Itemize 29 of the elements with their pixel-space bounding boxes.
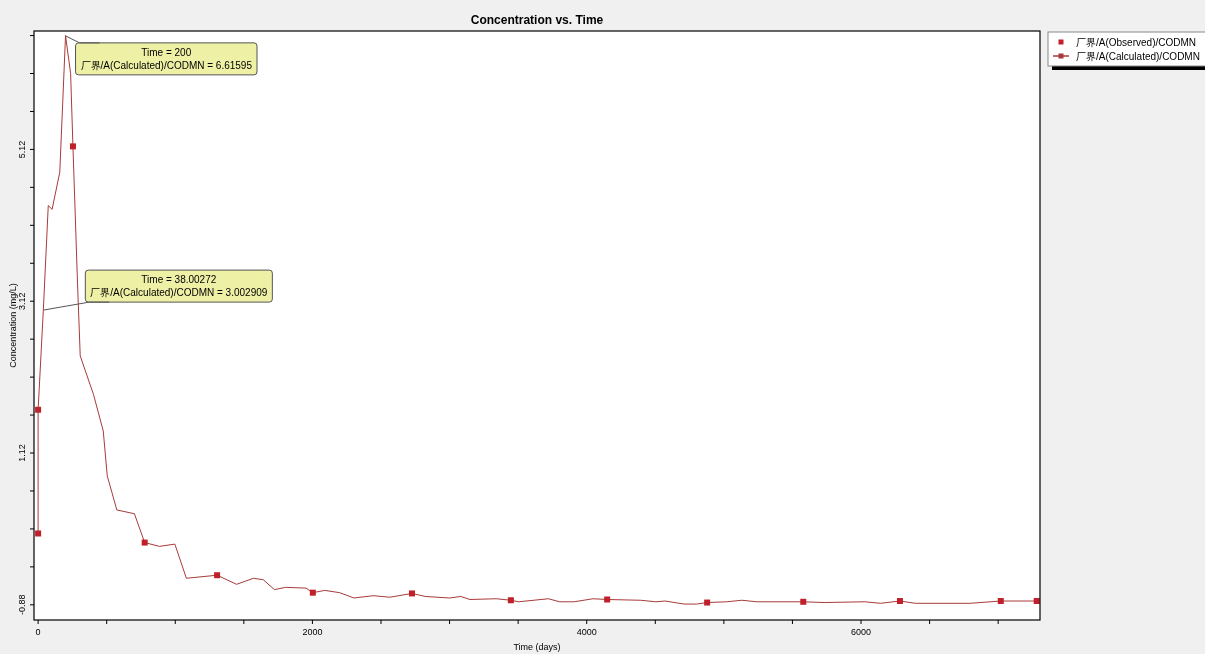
picture-callout: Time = 38.00272 厂界/A(Calculated)/CODMN = 3.002909	[42, 269, 273, 311]
y-tick-label: 3.12	[17, 292, 27, 310]
legend-label: 厂界/A(Observed)/CODMN	[1076, 37, 1197, 48]
x-axis-title: Time (days)	[513, 642, 561, 652]
picture-callout: Time = 200 厂界/A(Calculated)/CODMN = 6.61595	[65, 35, 258, 76]
point	[800, 598, 807, 605]
y-axis-title: Concentration (mg/L)	[8, 283, 18, 368]
x-tick-label: 0	[35, 627, 41, 637]
y-tick-label: 5.12	[17, 140, 27, 159]
point	[141, 539, 148, 546]
x-tick-label: 2000	[302, 627, 323, 637]
point	[896, 598, 903, 605]
chart-title: Concentration vs. Time	[470, 13, 604, 27]
point	[214, 572, 221, 579]
point	[35, 530, 42, 537]
annotation: Time = 38.00272 厂界/A(Calculated)/CODMN = 3.002909	[90, 274, 268, 299]
point	[604, 596, 611, 603]
legend-label: 厂界/A(Calculated)/CODMN	[1076, 51, 1200, 62]
point	[309, 589, 316, 596]
point	[997, 598, 1004, 605]
x-tick-label: 4000	[576, 627, 597, 637]
point	[507, 597, 514, 604]
x-tick-label: 6000	[851, 627, 872, 637]
y-tick-label: -0.88	[17, 594, 27, 616]
annotation: Time = 200 厂界/A(Calculated)/CODMN = 6.61595	[80, 46, 253, 71]
point	[408, 590, 415, 597]
point	[69, 143, 76, 150]
y-tick-label: 1.12	[17, 444, 27, 462]
point	[704, 599, 711, 606]
